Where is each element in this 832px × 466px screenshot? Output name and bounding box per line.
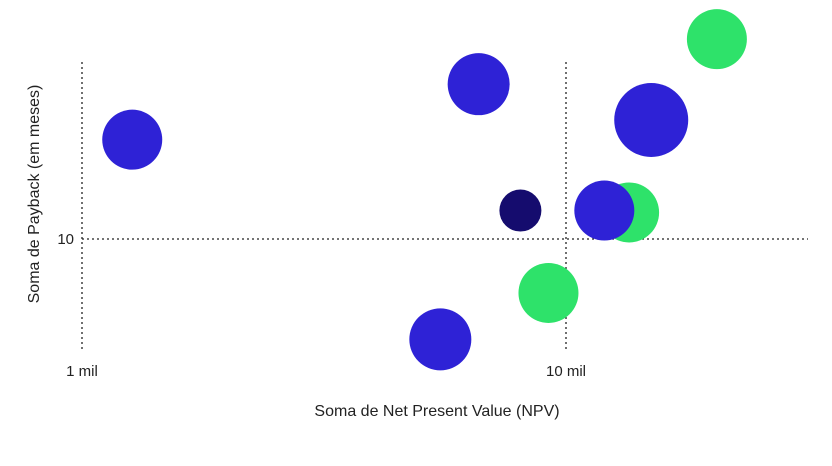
- gridlines: [81, 62, 808, 350]
- bubble-point-7: [574, 180, 635, 241]
- x-tick-label: 1 mil: [66, 363, 98, 380]
- bubble-point-9: [686, 9, 747, 70]
- bubble-point-1: [102, 109, 163, 170]
- bubble-point-2: [409, 308, 472, 371]
- bubble-point-8: [614, 82, 689, 157]
- bubble-point-3: [447, 53, 510, 116]
- bubble-point-5: [518, 262, 579, 323]
- y-tick-label: 10: [57, 231, 74, 248]
- y-axis-title: Soma de Payback (em meses): [26, 85, 43, 304]
- x-tick-label: 10 mil: [546, 363, 586, 380]
- x-axis-title: Soma de Net Present Value (NPV): [314, 403, 559, 420]
- data-points: [102, 9, 747, 371]
- bubble-point-4: [499, 189, 542, 232]
- tick-labels: 1 mil 10 mil 10: [57, 231, 586, 380]
